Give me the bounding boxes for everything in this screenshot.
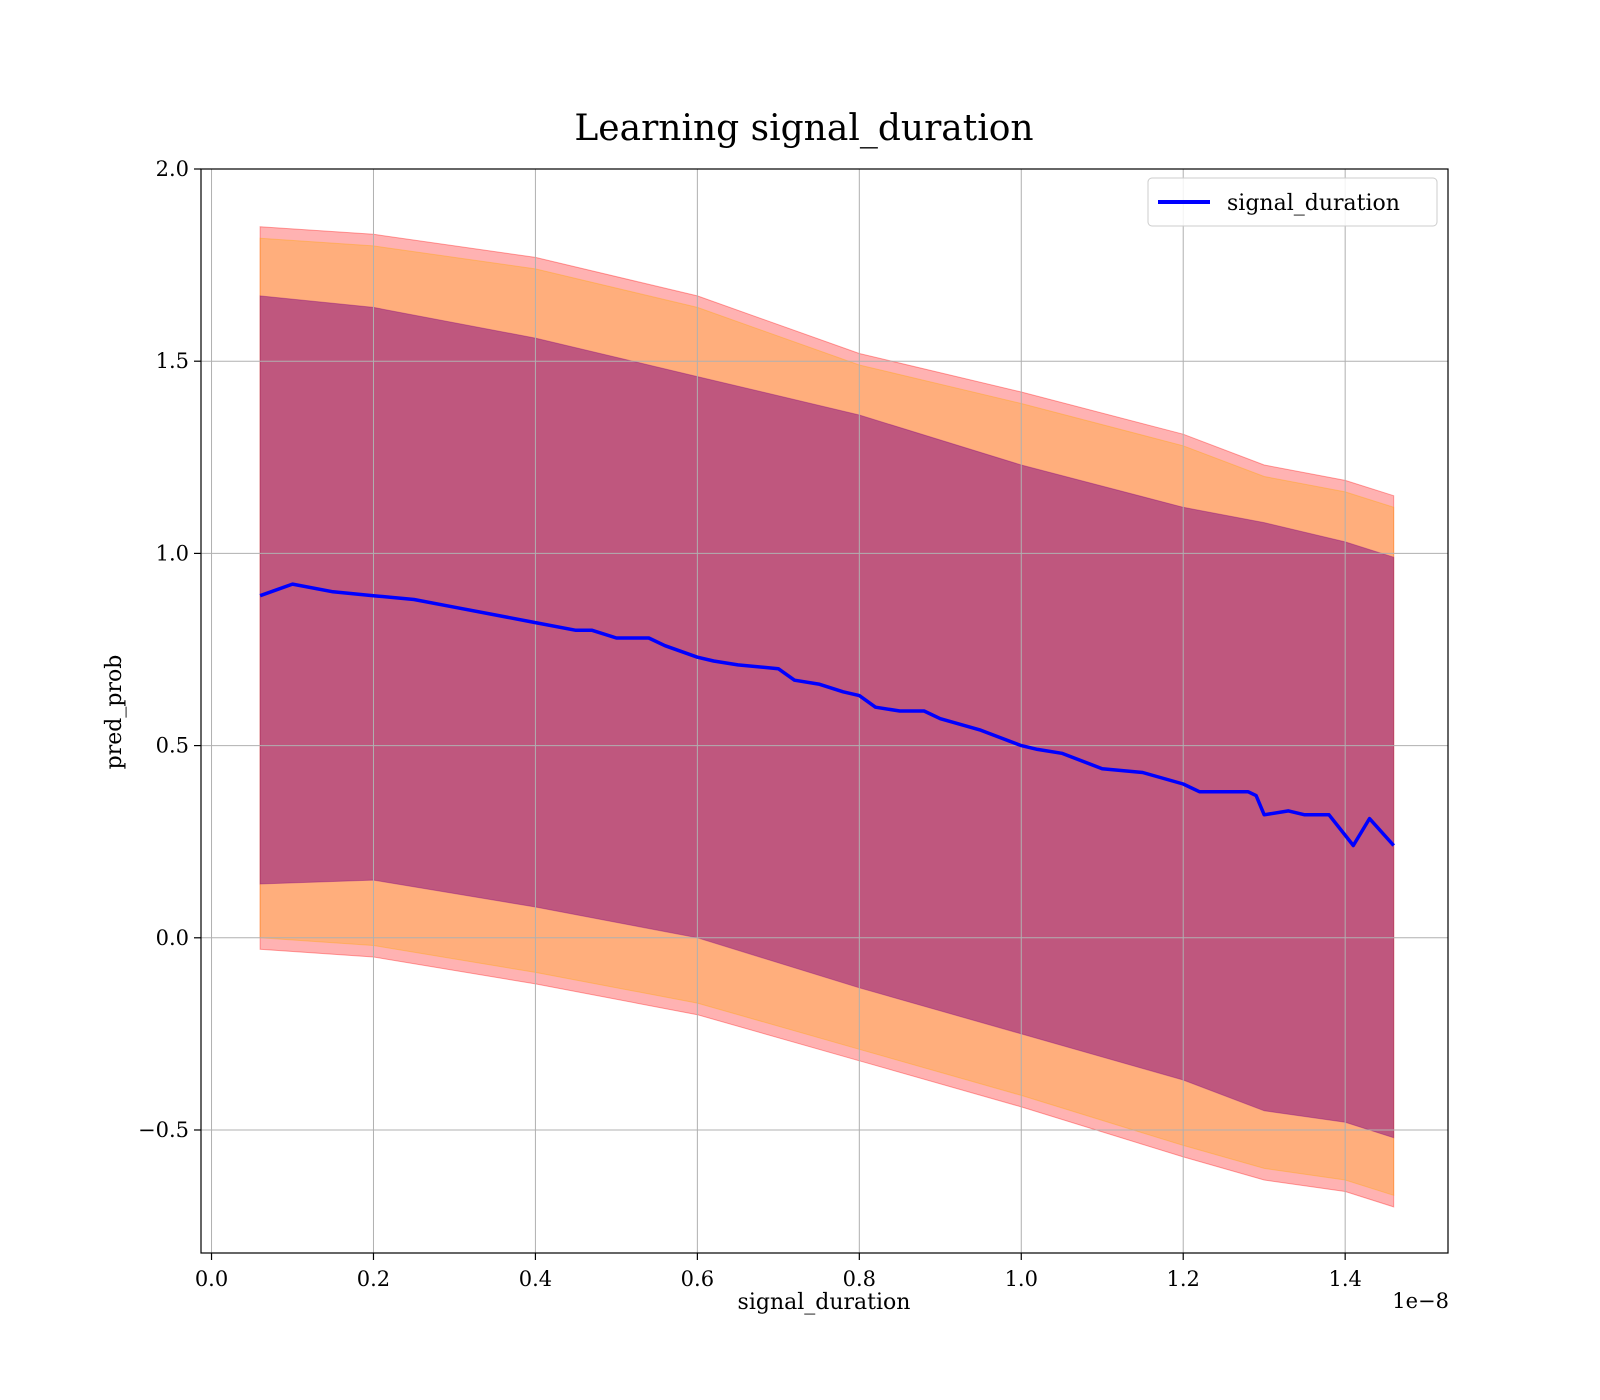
y-tick-label: 0.0 <box>156 926 189 950</box>
legend: signal_duration <box>1147 177 1438 227</box>
x-tick-label: 1.0 <box>1005 1267 1038 1291</box>
chart-title: Learning signal_duration <box>574 108 1033 149</box>
confidence-bands <box>259 226 1395 1208</box>
x-axis-offset-label: 1e−8 <box>1392 1289 1449 1313</box>
legend-label-signal-duration: signal_duration <box>1227 191 1400 216</box>
y-tick-label: 2.0 <box>156 157 189 181</box>
series-lines <box>259 582 1396 848</box>
plot-area <box>200 168 1449 1254</box>
inner-band <box>259 295 1395 1139</box>
plot-frame <box>200 168 1449 1254</box>
y-tick-label: 0.5 <box>156 734 189 758</box>
x-tick-label: 0.6 <box>681 1267 714 1291</box>
x-tick-label: 1.2 <box>1167 1267 1200 1291</box>
x-tick-label: 0.8 <box>843 1267 876 1291</box>
x-tick-label: 1.4 <box>1328 1267 1361 1291</box>
x-axis-ticks: 0.0 0.2 0.4 0.6 0.8 1.0 1.2 1.4 <box>195 1253 1362 1291</box>
x-tick-label: 0.0 <box>195 1267 228 1291</box>
y-axis-label: pred_prob <box>102 655 127 770</box>
y-tick-label: 1.5 <box>156 349 189 373</box>
x-tick-label: 0.2 <box>357 1267 390 1291</box>
y-tick-label: 1.0 <box>156 541 189 565</box>
legend-frame <box>1147 177 1438 227</box>
series-line-signal-duration <box>259 582 1396 848</box>
y-axis-ticks: −0.5 0.0 0.5 1.0 1.5 2.0 <box>138 157 201 1142</box>
y-tick-label: −0.5 <box>138 1118 189 1142</box>
x-axis-label: signal_duration <box>738 1290 911 1315</box>
x-tick-label: 0.4 <box>519 1267 552 1291</box>
